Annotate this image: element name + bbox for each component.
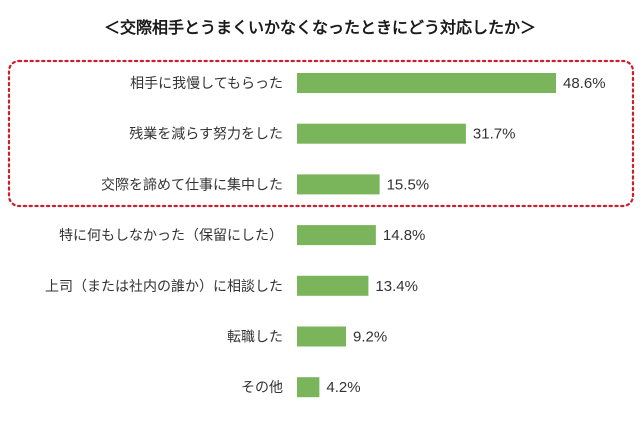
bar	[297, 73, 556, 93]
data-label: 48.6%	[563, 75, 606, 92]
bar	[297, 377, 320, 398]
chart-marks: 相手に我慢してもらった 48.6% 残業を減らす努力をした 31.7% 交際を諦めて仕事…	[45, 73, 606, 398]
highlight-frame	[7, 59, 635, 208]
data-label: 31.7%	[473, 126, 516, 143]
category-label: 交際を諦めて仕事に集中した	[101, 176, 283, 193]
bar	[297, 123, 466, 144]
category-label: 相手に我慢してもらった	[130, 75, 283, 92]
data-label: 9.2%	[353, 329, 387, 346]
data-label: 4.2%	[326, 379, 360, 396]
data-label: 14.8%	[383, 227, 426, 244]
category-label: 特に何もしなかった（保留にした）	[59, 228, 283, 244]
data-label: 13.4%	[375, 278, 418, 295]
bar	[297, 225, 376, 246]
category-label: 上司（または社内の誰か）に相談した	[45, 279, 283, 295]
chart-title: ＜交際相手とうまくいかなくなったときにどう対応したか＞	[104, 18, 536, 37]
category-label: 残業を減らす努力をした	[129, 126, 283, 143]
bar	[297, 275, 369, 296]
bar	[297, 326, 347, 347]
bar	[297, 174, 380, 195]
data-label: 15.5%	[387, 176, 430, 193]
category-label: その他	[241, 380, 283, 396]
category-label: 転職した	[227, 330, 283, 346]
